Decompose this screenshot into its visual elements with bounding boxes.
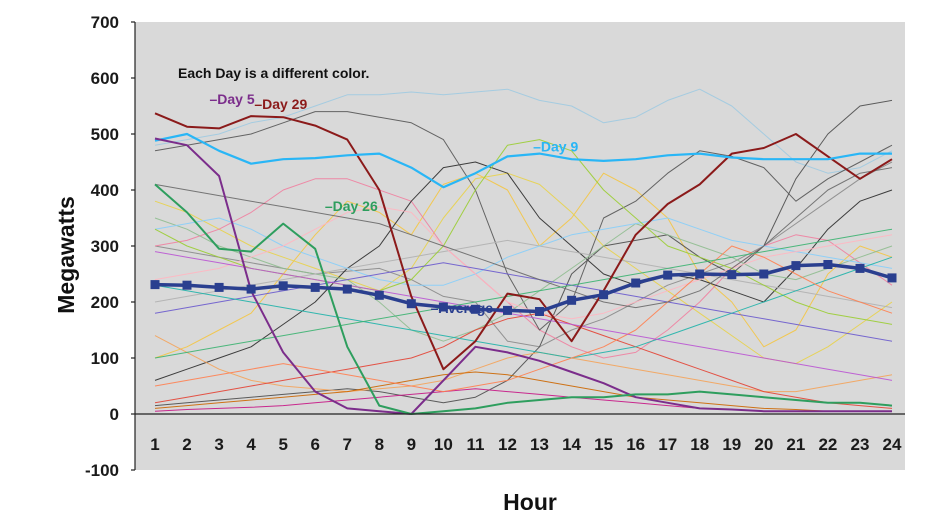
average-marker bbox=[342, 284, 352, 294]
average-marker bbox=[727, 270, 737, 280]
day-29-line bbox=[154, 112, 893, 371]
y-tick-label: 100 bbox=[91, 349, 119, 368]
day-5-line bbox=[154, 137, 892, 415]
x-tick-label: 15 bbox=[594, 435, 613, 454]
series-labels-layer: –Day 29 –Day 9 –Day 5 –Day 26 –Average bbox=[209, 91, 578, 316]
x-tick-label: 4 bbox=[246, 435, 256, 454]
day-series-line-13 bbox=[154, 217, 893, 286]
average-marker bbox=[759, 269, 769, 279]
x-tick-label: 8 bbox=[375, 435, 384, 454]
x-tick-label: 10 bbox=[434, 435, 453, 454]
average-marker bbox=[663, 270, 673, 280]
day-series-line-2 bbox=[154, 88, 893, 174]
y-tick-label: 300 bbox=[91, 237, 119, 256]
y-tick-label: 700 bbox=[91, 13, 119, 32]
day-9-line bbox=[154, 132, 892, 189]
average-marker bbox=[599, 290, 609, 300]
x-tick-label: 22 bbox=[818, 435, 837, 454]
day-series-line-19 bbox=[154, 256, 893, 359]
average-marker bbox=[470, 304, 480, 314]
average-marker bbox=[150, 280, 160, 290]
day-series-line-20 bbox=[154, 245, 893, 393]
y-axis-title: Megawatts bbox=[53, 196, 79, 314]
day-series-line-14 bbox=[154, 206, 893, 320]
day-series-line-1 bbox=[154, 161, 893, 348]
day-9-label: –Day 9 bbox=[533, 139, 578, 155]
highlighted-series-layer bbox=[150, 112, 897, 415]
average-marker bbox=[310, 282, 320, 292]
x-tick-label: 24 bbox=[883, 435, 902, 454]
background-series-layer bbox=[154, 88, 893, 412]
x-tick-label: 9 bbox=[407, 435, 416, 454]
x-tick-label: 19 bbox=[722, 435, 741, 454]
y-tick-label: 400 bbox=[91, 181, 119, 200]
day-series-line-7 bbox=[154, 99, 893, 407]
average-marker bbox=[406, 299, 416, 309]
average-marker bbox=[374, 290, 384, 300]
x-tick-label: 7 bbox=[343, 435, 352, 454]
x-tick-label: 11 bbox=[466, 435, 484, 454]
plot-area bbox=[135, 22, 905, 470]
annotation-note: Each Day is a different color. bbox=[178, 65, 369, 81]
x-tick-label: 1 bbox=[150, 435, 159, 454]
average-marker bbox=[246, 284, 256, 294]
average-label: –Average bbox=[431, 300, 494, 316]
x-tick-label: 21 bbox=[786, 435, 805, 454]
average-marker bbox=[182, 280, 192, 290]
y-tick-label: 0 bbox=[110, 405, 119, 424]
average-marker bbox=[791, 261, 801, 271]
x-tick-label: 16 bbox=[626, 435, 645, 454]
day-26-label: –Day 26 bbox=[325, 198, 378, 214]
average-marker bbox=[631, 278, 641, 288]
day-series-line-18 bbox=[154, 262, 893, 342]
day-series-line-9 bbox=[154, 217, 893, 342]
average-marker bbox=[278, 281, 288, 291]
average-marker bbox=[535, 307, 544, 316]
average-marker bbox=[695, 269, 705, 279]
average-marker bbox=[823, 260, 833, 269]
x-tick-label: 12 bbox=[498, 435, 517, 454]
day-5-label: –Day 5 bbox=[209, 91, 254, 107]
average-marker bbox=[567, 295, 577, 305]
x-tick-label: 23 bbox=[850, 435, 869, 454]
day-29-label: –Day 29 bbox=[254, 96, 307, 112]
x-tick-label: 5 bbox=[278, 435, 287, 454]
y-tick-label: 500 bbox=[91, 125, 119, 144]
x-tick-label: 14 bbox=[562, 435, 581, 454]
average-marker bbox=[214, 282, 224, 292]
day-series-line-16 bbox=[154, 371, 892, 412]
x-tick-label: 13 bbox=[530, 435, 549, 454]
day-series-line-12 bbox=[154, 239, 893, 309]
y-tick-label: 200 bbox=[91, 293, 119, 312]
day-26-line bbox=[154, 183, 893, 415]
x-tick-label: 20 bbox=[754, 435, 773, 454]
x-tick-label: 2 bbox=[182, 435, 191, 454]
y-tick-label: 600 bbox=[91, 69, 119, 88]
x-tick-label: 17 bbox=[658, 435, 677, 454]
x-axis-title: Hour bbox=[503, 489, 557, 515]
y-tick-label: -100 bbox=[85, 461, 119, 480]
average-marker bbox=[855, 263, 865, 273]
average-marker bbox=[503, 305, 512, 315]
day-series-line-6 bbox=[154, 161, 893, 381]
average-line bbox=[154, 262, 893, 314]
day-series-line-21 bbox=[154, 167, 893, 309]
average-marker bbox=[887, 273, 897, 283]
x-tick-label: 6 bbox=[310, 435, 319, 454]
x-tick-label: 3 bbox=[214, 435, 223, 454]
x-tick-label: 18 bbox=[690, 435, 709, 454]
day-series-line-23 bbox=[154, 228, 893, 359]
average-marker bbox=[438, 302, 448, 312]
day-series-line-10 bbox=[154, 335, 893, 393]
day-series-line-22 bbox=[154, 251, 893, 381]
